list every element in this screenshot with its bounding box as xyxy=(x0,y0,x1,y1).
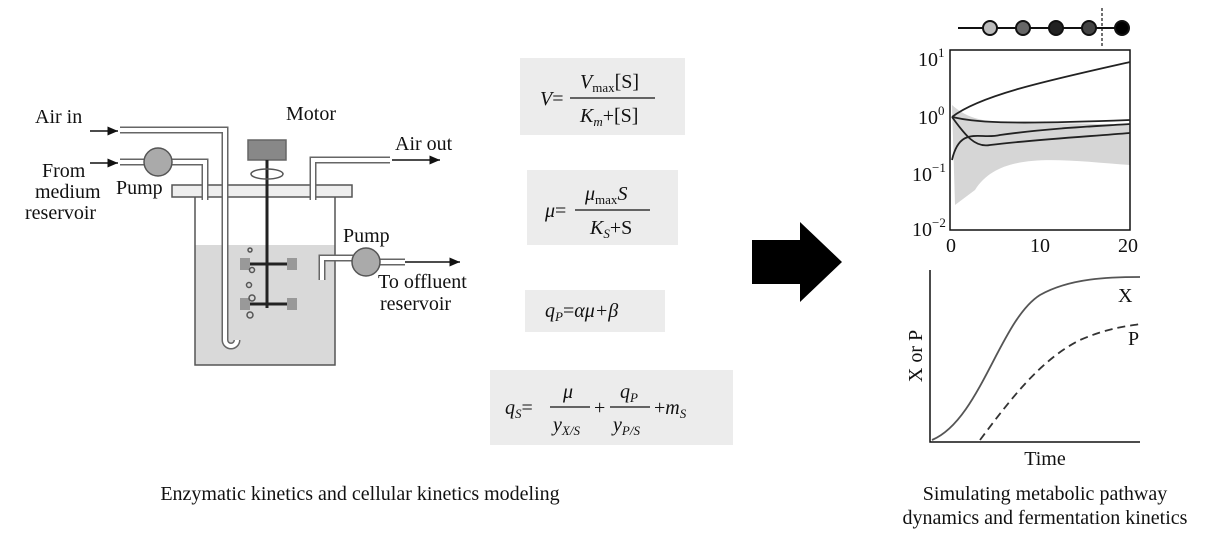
figure: Air in From medium reservoir Pump Motor … xyxy=(0,0,1215,535)
label: Air out xyxy=(395,133,453,155)
label: To offluent xyxy=(378,271,467,293)
text-part: max xyxy=(595,192,618,207)
bottom-plot xyxy=(930,270,1140,442)
text-part: m xyxy=(665,397,679,419)
x-tick-label: 0 xyxy=(946,235,956,257)
equation: μ= xyxy=(544,200,566,222)
text-part: 0 xyxy=(938,103,945,118)
text-part: X/S xyxy=(561,423,581,438)
text-part: y xyxy=(611,414,622,436)
curve-label: P xyxy=(1128,328,1139,350)
text-part: 10 xyxy=(912,219,932,241)
label: Motor xyxy=(286,103,336,125)
label: medium xyxy=(35,181,101,203)
curve-label: X xyxy=(1118,285,1133,307)
equation: KS+S xyxy=(589,217,632,241)
top-plot xyxy=(950,50,1130,230)
text-part: P xyxy=(629,390,638,405)
text-part: max xyxy=(592,80,615,95)
text-part: P xyxy=(554,309,563,324)
text-part: P/S xyxy=(621,423,641,438)
text-part: μ xyxy=(544,200,555,222)
text-part: y xyxy=(551,414,562,436)
text-part: = xyxy=(522,397,533,419)
label: Pump xyxy=(116,177,163,199)
y-tick-label: 10−2 xyxy=(912,215,946,241)
label: Pump xyxy=(343,225,390,247)
text-part: m xyxy=(593,114,602,129)
caption: dynamics and fermentation kinetics xyxy=(903,507,1188,529)
big-arrow xyxy=(752,222,842,302)
text-part: −1 xyxy=(932,160,946,175)
equation: + xyxy=(594,397,605,419)
text-part: μ xyxy=(584,183,595,205)
y-tick-label: 10−1 xyxy=(912,160,946,186)
x-tick-label: 20 xyxy=(1118,235,1138,257)
text-part: S xyxy=(617,183,627,205)
x-axis-label: Time xyxy=(1024,448,1066,470)
equation: Km+[S] xyxy=(579,105,638,129)
label: Air in xyxy=(35,106,82,128)
text-part: q xyxy=(505,397,515,419)
equation: V= xyxy=(540,88,564,110)
text-part: +S xyxy=(610,217,632,239)
text-part: 1 xyxy=(938,45,945,60)
text-part: 10 xyxy=(912,164,932,186)
text-part: −2 xyxy=(932,215,946,230)
label: From xyxy=(42,160,86,182)
bioreactor xyxy=(90,130,460,365)
y-tick-label: 100 xyxy=(918,103,945,129)
y-tick-label: 101 xyxy=(918,45,945,71)
text-part: + xyxy=(654,397,665,419)
text-part: [S] xyxy=(615,71,639,93)
text-part: S xyxy=(680,406,687,421)
caption: Enzymatic kinetics and cellular kinetics… xyxy=(160,483,559,505)
y-axis-label: X or P xyxy=(905,330,927,382)
pathway-chain xyxy=(958,8,1129,48)
text-part: +[S] xyxy=(603,105,639,127)
text-part: q xyxy=(545,300,555,322)
equation: μ xyxy=(562,381,573,403)
fraction-bars xyxy=(550,98,655,407)
label: reservoir xyxy=(380,293,451,315)
text-part: 10 xyxy=(918,107,938,129)
caption: Simulating metabolic pathway xyxy=(923,483,1167,505)
text-part: 10 xyxy=(918,49,938,71)
text-part: = xyxy=(555,200,566,222)
text-part: q xyxy=(620,381,630,403)
text-part: = xyxy=(552,88,563,110)
x-tick-label: 10 xyxy=(1030,235,1050,257)
label: reservoir xyxy=(25,202,96,224)
text-part: αμ+β xyxy=(574,300,618,322)
text-part: = xyxy=(563,300,574,322)
